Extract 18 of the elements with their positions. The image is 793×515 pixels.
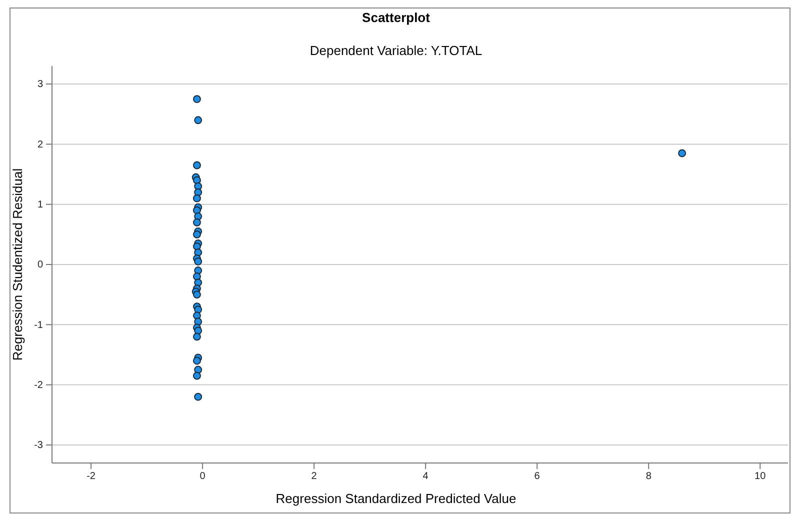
y-axis-title: Regression Studentized Residual bbox=[10, 168, 25, 361]
x-tick-label: 6 bbox=[534, 471, 540, 482]
x-tick-label: 8 bbox=[646, 471, 652, 482]
y-tick-label: 1 bbox=[37, 200, 44, 211]
x-tick-label: 2 bbox=[311, 471, 318, 482]
x-tick-label: 10 bbox=[754, 471, 766, 482]
y-tick-label: -3 bbox=[34, 440, 44, 452]
y-tick-label: -1 bbox=[34, 320, 44, 331]
x-tick-label: -2 bbox=[86, 471, 96, 482]
chart-subtitle: Dependent Variable: Y.TOTAL bbox=[310, 43, 482, 58]
chart-title: Scatterplot bbox=[362, 10, 431, 25]
x-axis-title: Regression Standardized Predicted Value bbox=[276, 491, 516, 506]
y-tick-label: 0 bbox=[37, 260, 44, 271]
x-tick-label: 4 bbox=[422, 471, 429, 482]
x-tick-label: 0 bbox=[200, 471, 206, 482]
y-tick-label: 2 bbox=[37, 139, 44, 150]
y-tick-label: 3 bbox=[37, 79, 44, 90]
y-tick-label: -2 bbox=[34, 380, 44, 392]
